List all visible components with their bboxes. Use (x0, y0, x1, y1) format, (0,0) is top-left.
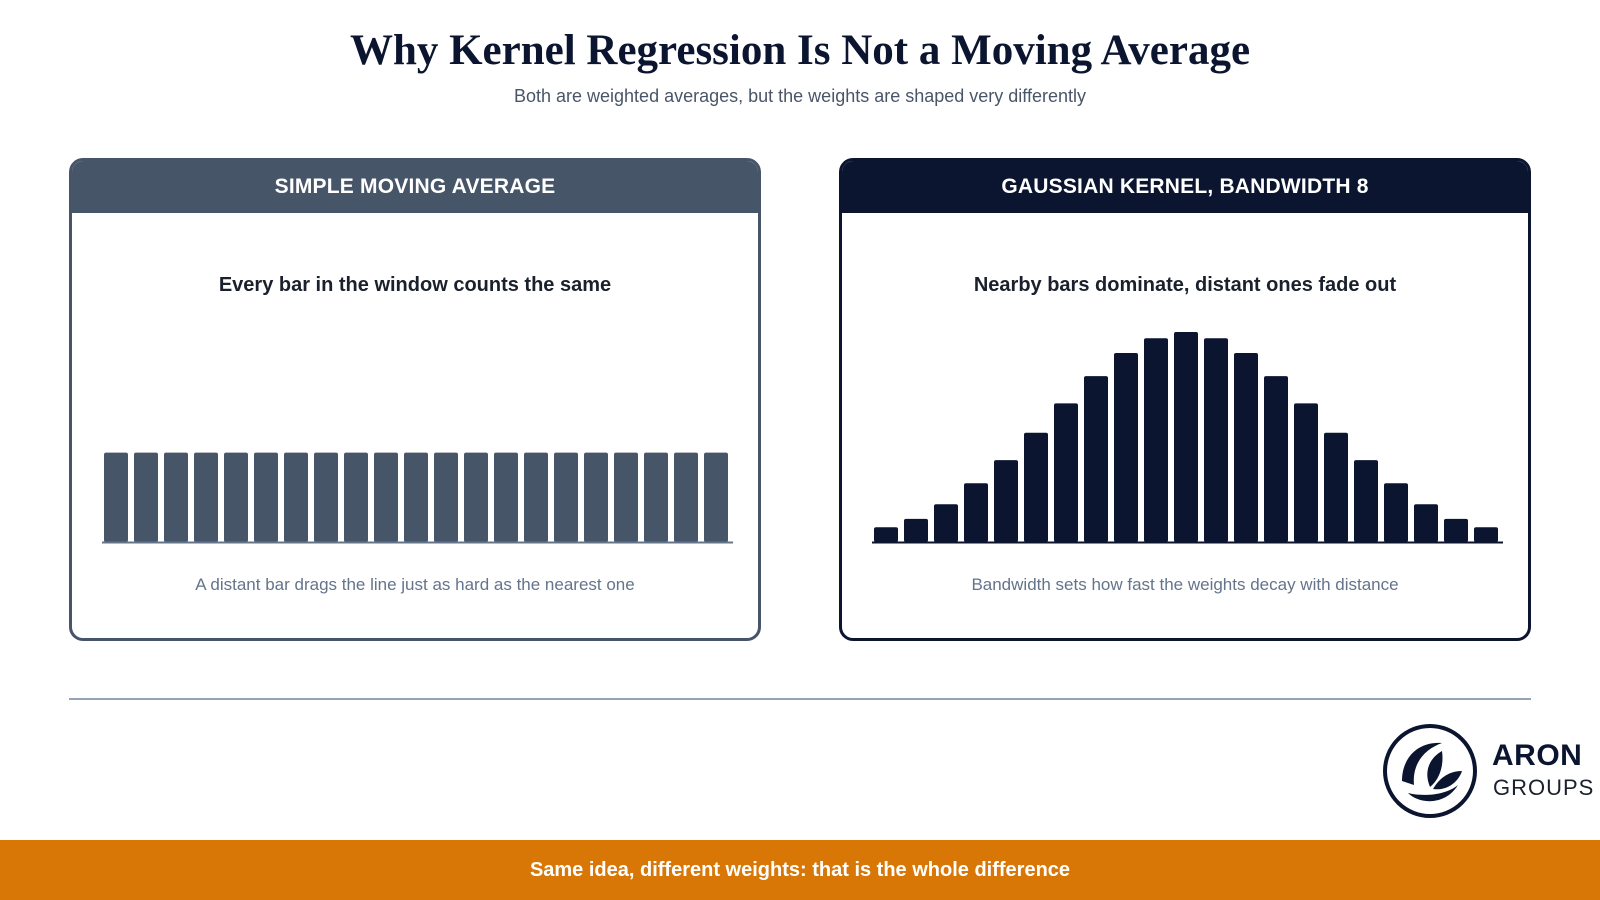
sma-weight-bar (554, 452, 578, 542)
aron-groups-logo: ARON GROUPS (1380, 721, 1593, 821)
kernel-weight-bar (1384, 483, 1408, 542)
sma-weight-bar (614, 452, 638, 542)
kernel-weight-bar (1234, 353, 1258, 542)
leaf-emblem-icon (1383, 724, 1477, 818)
logo-wordmark: ARON (1492, 739, 1583, 772)
kernel-weight-bar (904, 518, 928, 542)
kernel-weight-bar (1174, 332, 1198, 542)
kernel-weight-bar (1204, 338, 1228, 542)
sma-weight-bar (644, 452, 668, 542)
kernel-weight-bar (1474, 527, 1498, 542)
sma-panel-note: A distant bar drags the line just as har… (195, 575, 635, 594)
sma-weight-bar (224, 452, 248, 542)
sma-weight-bar (704, 452, 728, 542)
kernel-panel-note: Bandwidth sets how fast the weights deca… (971, 575, 1399, 594)
kernel-weight-bar (1264, 376, 1288, 542)
kernel-weight-bar (1024, 432, 1048, 542)
kernel-weight-bar (1084, 376, 1108, 542)
sma-weight-bar (494, 452, 518, 542)
kernel-weight-bar (1294, 403, 1318, 542)
sma-weight-bar (374, 452, 398, 542)
sma-weight-bar (164, 452, 188, 542)
sma-weight-bar (104, 452, 128, 542)
sma-weight-bar (674, 452, 698, 542)
kernel-weight-bar (1324, 432, 1348, 542)
sma-panel: SIMPLE MOVING AVERAGE Every bar in the w… (69, 158, 761, 641)
kernel-panel-header: GAUSSIAN KERNEL, BANDWIDTH 8 (842, 161, 1528, 213)
kernel-panel: GAUSSIAN KERNEL, BANDWIDTH 8 Nearby bars… (839, 158, 1531, 641)
kernel-weights-chart (872, 332, 1503, 544)
sma-weight-bar (584, 452, 608, 542)
kernel-weight-bar (1144, 338, 1168, 542)
kernel-weight-bar (964, 483, 988, 542)
sma-weight-bar (314, 452, 338, 542)
kernel-weight-bar (1444, 518, 1468, 542)
sma-weight-bar (464, 452, 488, 542)
kernel-weight-bar (994, 460, 1018, 542)
page-title: Why Kernel Regression Is Not a Moving Av… (349, 27, 1251, 74)
footer-banner: Same idea, different weights: that is th… (0, 840, 1600, 900)
kernel-weight-bar (874, 527, 898, 542)
sma-weights-chart (102, 452, 733, 544)
logo-subtext: GROUPS (1493, 775, 1595, 800)
sma-weight-bar (134, 452, 158, 542)
sma-weight-bar (254, 452, 278, 542)
kernel-weight-bar (1054, 403, 1078, 542)
kernel-panel-caption: Nearby bars dominate, distant ones fade … (973, 274, 1397, 296)
section-divider (69, 698, 1531, 700)
sma-panel-header: SIMPLE MOVING AVERAGE (72, 161, 758, 213)
kernel-weight-bar (1114, 353, 1138, 542)
sma-weight-bar (524, 452, 548, 542)
page-subtitle: Both are weighted averages, but the weig… (513, 86, 1087, 106)
sma-panel-caption: Every bar in the window counts the same (218, 274, 612, 296)
kernel-weight-bar (934, 504, 958, 542)
sma-weight-bar (404, 452, 428, 542)
sma-weight-bar (434, 452, 458, 542)
kernel-weight-bar (1354, 460, 1378, 542)
sma-weight-bar (344, 452, 368, 542)
kernel-weight-bar (1414, 504, 1438, 542)
sma-weight-bar (284, 452, 308, 542)
sma-weight-bar (194, 452, 218, 542)
